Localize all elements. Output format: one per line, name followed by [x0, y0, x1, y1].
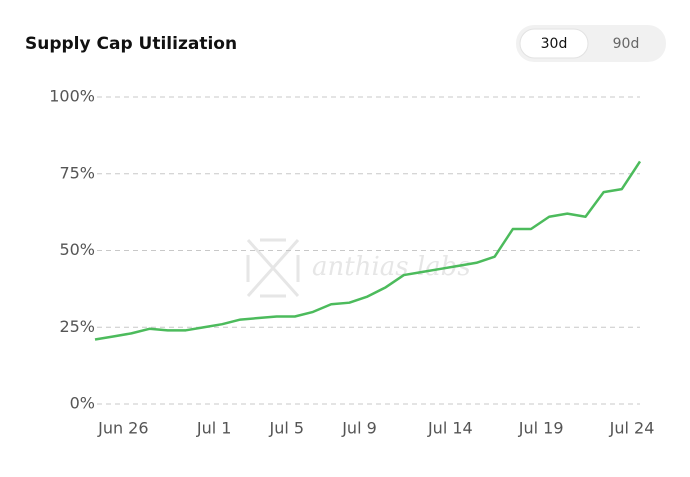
toggle-option[interactable]: 90d: [613, 36, 640, 52]
y-tick-label: 100%: [49, 87, 95, 106]
x-tick-label: Jul 1: [196, 419, 232, 438]
x-tick-label: Jul 19: [518, 419, 564, 438]
y-tick-label: 25%: [59, 317, 95, 336]
watermark: anthias labs: [246, 238, 471, 298]
x-tick-label: Jul 9: [341, 419, 377, 438]
toggle-option[interactable]: 30d: [541, 36, 568, 52]
x-tick-label: Jun 26: [97, 419, 148, 438]
x-tick-label: Jul 5: [269, 419, 305, 438]
x-tick-label: Jul 14: [427, 419, 473, 438]
y-tick-label: 75%: [59, 163, 95, 182]
chart-title: Supply Cap Utilization: [25, 34, 237, 54]
x-tick-label: Jul 24: [609, 419, 655, 438]
toggle-selected: [519, 28, 589, 59]
y-tick-label: 50%: [59, 240, 95, 259]
data-line: [94, 160, 642, 341]
y-tick-label: 0%: [70, 394, 95, 413]
